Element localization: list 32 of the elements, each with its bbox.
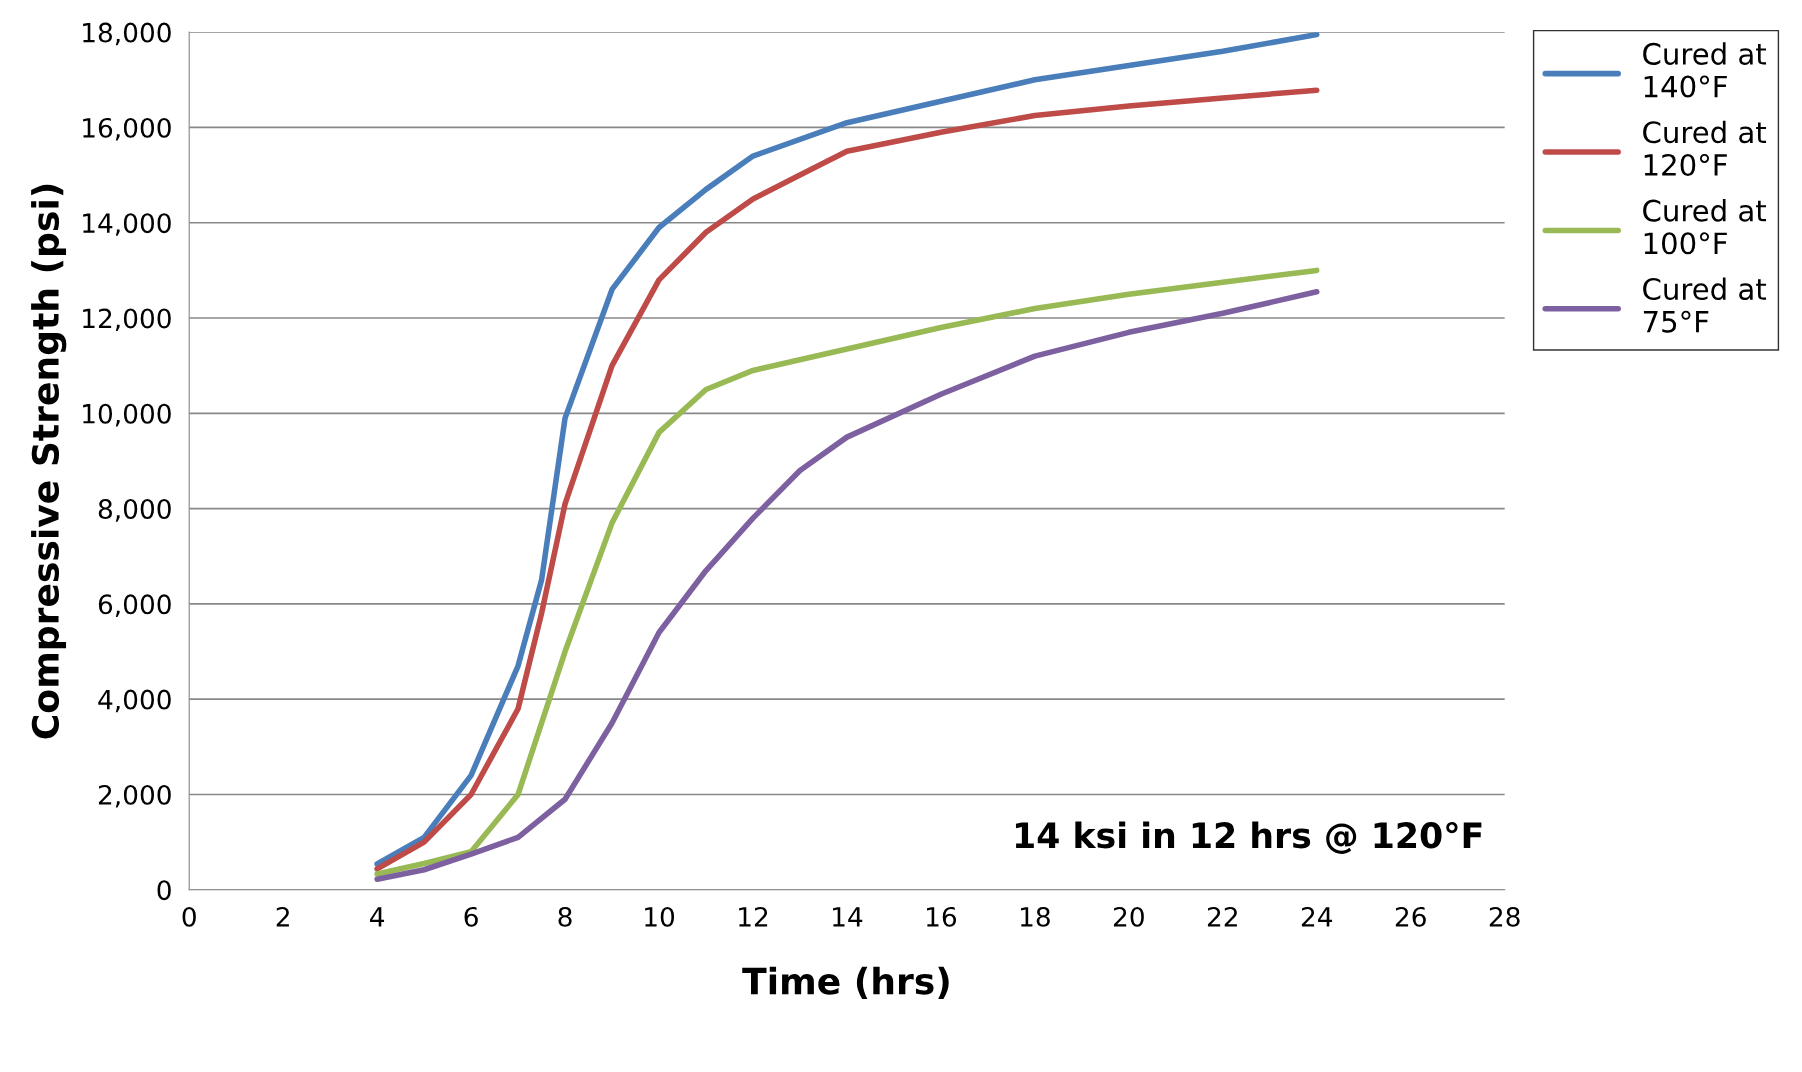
x-tick-label: 28 (1489, 906, 1520, 927)
x-tick-label: 8 (558, 906, 572, 927)
legend-label: Cured at 120°F (1643, 120, 1767, 176)
y-tick-label: 18,000 (83, 22, 171, 46)
x-tick-label: 26 (1395, 906, 1426, 927)
y-tick-label: 10,000 (83, 403, 171, 427)
y-axis-title: Compressive Strength (psi) (31, 184, 67, 739)
x-tick-label: 16 (927, 906, 957, 927)
x-tick-label: 24 (1301, 906, 1333, 927)
x-tick-label: 6 (464, 906, 478, 927)
x-tick-label: 4 (370, 907, 385, 927)
y-tick-label: 12,000 (83, 308, 171, 332)
x-tick-label: 22 (1207, 906, 1237, 927)
y-tick-label: 2,000 (98, 784, 171, 808)
x-tick-label: 20 (1113, 906, 1144, 927)
x-tick-label: 2 (276, 906, 289, 927)
y-tick-label: 16,000 (83, 117, 171, 141)
legend-label: Cured at 140°F (1643, 42, 1767, 98)
y-tick-label: 0 (157, 880, 171, 901)
y-tick-label: 6,000 (98, 594, 171, 617)
x-tick-label: 18 (1020, 906, 1050, 927)
annotation: 14 ksi in 12 hrs @ 120°F (1015, 821, 1482, 854)
y-tick-label: 14,000 (83, 213, 171, 236)
x-tick-label: 12 (739, 906, 768, 927)
y-tick-label: 8,000 (98, 499, 171, 522)
x-tick-label: 0 (182, 906, 196, 927)
x-tick-label: 14 (833, 907, 863, 927)
legend-label: Cured at 100°F (1643, 199, 1767, 255)
x-axis-title: Time (hrs) (742, 966, 949, 999)
legend-label: Cured at 75°F (1643, 277, 1767, 333)
x-tick-label: 10 (645, 906, 675, 927)
y-tick-label: 4,000 (98, 689, 171, 713)
